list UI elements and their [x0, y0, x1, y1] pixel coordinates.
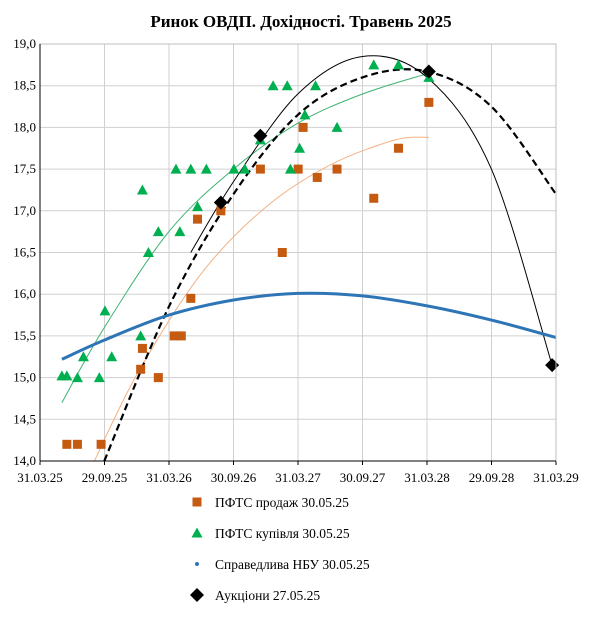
point-square: [393, 143, 403, 153]
point-triangle: [192, 201, 204, 212]
point-triangle: [294, 142, 306, 153]
legend-marker: [192, 497, 202, 507]
axes: 14,0 14,5 15,0 15,5 16,0 16,5 17,0 17,5 18,0 18,5…: [13, 36, 579, 485]
point-triangle: [136, 184, 148, 195]
point-square: [369, 193, 379, 203]
y-tick-label: 17,0: [13, 203, 36, 218]
point-square: [136, 364, 146, 374]
y-tick-label: 14,0: [13, 453, 36, 468]
point-square: [176, 331, 186, 341]
legend-label: ПФТС продаж 30.05.25: [215, 495, 349, 510]
point-square: [153, 373, 163, 383]
point-triangle: [368, 59, 380, 70]
x-tick-label: 31.03.25: [17, 470, 63, 485]
x-tick-label: 31.03.27: [275, 470, 321, 485]
point-triangle: [93, 372, 105, 383]
point-triangle: [185, 163, 197, 174]
point-triangle: [170, 163, 182, 174]
point-triangle: [299, 109, 311, 120]
legend-marker: [190, 588, 204, 602]
point-triangle: [71, 372, 83, 383]
x-tick-label: 30.09.27: [340, 470, 386, 485]
point-triangle: [281, 80, 293, 91]
x-tick-label: 31.03.28: [404, 470, 450, 485]
legend-marker: [191, 527, 203, 538]
point-diamond: [253, 128, 268, 143]
point-triangle: [239, 163, 251, 174]
point-triangle: [228, 163, 240, 174]
point-square: [277, 248, 287, 257]
point-square: [96, 439, 106, 449]
point-square: [312, 172, 322, 182]
y-tick-label: 17,5: [13, 161, 36, 176]
point-triangle: [106, 351, 118, 362]
point-triangle: [142, 247, 154, 257]
y-tick-label: 15,0: [13, 370, 36, 385]
x-tick-label: 31.03.26: [146, 470, 192, 485]
x-tick-label: 30.09.26: [211, 470, 257, 485]
point-diamond: [421, 64, 436, 79]
point-triangle: [135, 330, 147, 341]
point-square: [293, 164, 303, 174]
point-triangle: [284, 163, 296, 174]
x-tick-label: 29.09.25: [82, 470, 128, 485]
legend: ПФТС продаж 30.05.25 ПФТС купівля 30.05.2…: [190, 495, 370, 603]
point-triangle: [267, 80, 279, 91]
y-tick-label: 16,5: [13, 245, 36, 260]
point-triangle: [61, 370, 73, 381]
point-triangle: [99, 305, 111, 316]
trendline: [103, 68, 556, 461]
point-triangle: [392, 59, 404, 70]
legend-label: ПФТС купівля 30.05.25: [215, 526, 350, 541]
y-tick-label: 16,0: [13, 286, 36, 301]
point-triangle: [309, 80, 321, 91]
point-square: [255, 164, 265, 174]
point-triangle: [152, 226, 164, 237]
legend-label: Справедлива НБУ 30.05.25: [215, 557, 370, 572]
legend-label: Аукціони 27.05.25: [215, 588, 320, 603]
point-square: [169, 331, 179, 341]
point-square: [186, 293, 196, 303]
point-square: [72, 439, 82, 449]
point-square: [62, 439, 72, 449]
point-square: [216, 206, 226, 216]
point-triangle: [200, 163, 212, 174]
point-triangle: [174, 226, 186, 237]
trendline: [190, 55, 553, 366]
chart-title: Ринок ОВДП. Дохідності. Травень 2025: [150, 12, 451, 31]
point-square: [193, 214, 203, 224]
x-tick-label: 31.03.29: [533, 470, 579, 485]
y-tick-label: 18,0: [13, 119, 36, 134]
y-tick-label: 19,0: [13, 36, 36, 51]
point-square: [332, 164, 342, 174]
x-tick-label: 29.09.28: [469, 470, 515, 485]
trendline: [61, 72, 430, 403]
point-square: [137, 343, 147, 353]
point-triangle: [77, 351, 89, 362]
point-square: [424, 97, 434, 107]
y-tick-label: 14,5: [13, 411, 36, 426]
point-triangle: [331, 121, 343, 132]
y-tick-label: 15,5: [13, 328, 36, 343]
point-diamond: [213, 195, 228, 210]
point-square: [298, 122, 308, 132]
legend-marker: [195, 562, 199, 566]
y-tick-label: 18,5: [13, 78, 36, 93]
nbu-fair-curve: [61, 291, 557, 361]
